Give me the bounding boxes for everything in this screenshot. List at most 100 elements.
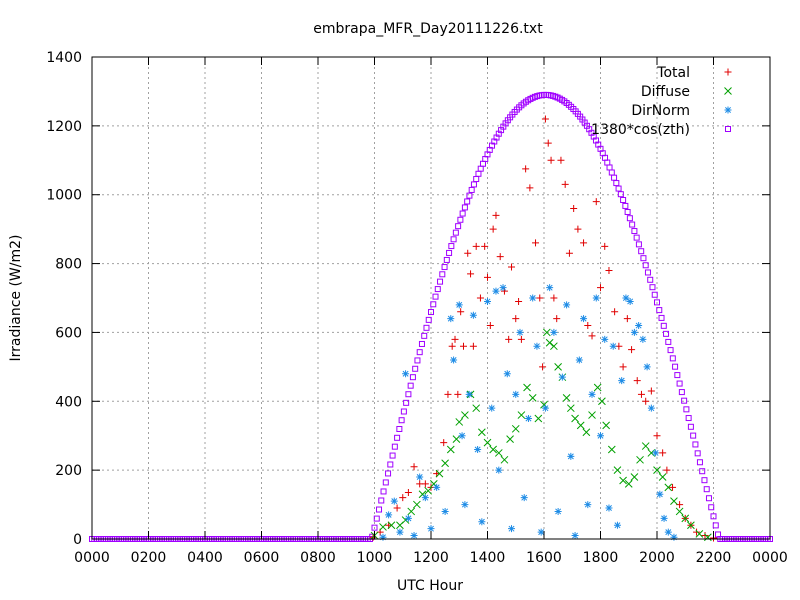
dirnorm-marker (597, 432, 604, 440)
diffuse-marker (582, 428, 591, 437)
legend-label: DirNorm (631, 103, 690, 119)
x-axis-label: UTC Hour (397, 578, 463, 594)
y-tick-label: 0 (73, 532, 82, 548)
total-marker (550, 294, 558, 302)
curve-marker (690, 432, 697, 439)
diffuse-marker (441, 459, 449, 468)
diffuse-marker (695, 529, 704, 538)
dirnorm-marker (520, 494, 528, 502)
x-tick-label: 1400 (470, 550, 506, 566)
curve-marker (620, 196, 627, 203)
curve-marker (611, 174, 618, 181)
total-marker (512, 315, 520, 323)
total-marker (472, 242, 480, 250)
dirnorm-marker (416, 473, 424, 481)
curve-marker (394, 434, 401, 441)
curve-marker (450, 236, 457, 243)
curve-marker (423, 324, 430, 331)
diffuse-marker (506, 435, 514, 444)
curve-marker (649, 284, 656, 291)
curve-marker (455, 223, 462, 230)
legend-swatch (724, 87, 732, 95)
curve-marker (683, 406, 690, 413)
dirnorm-marker (469, 311, 477, 319)
y-tick-label: 1400 (46, 50, 82, 66)
curve-marker (470, 181, 477, 188)
total-marker (421, 480, 429, 488)
dirnorm-marker (567, 452, 575, 460)
curve-marker (676, 380, 683, 387)
curve-marker (681, 397, 688, 404)
curve-marker (434, 286, 441, 293)
curve-marker (694, 450, 701, 457)
curve-marker (416, 349, 423, 356)
dirnorm-marker (529, 294, 537, 302)
dirnorm-marker (613, 521, 621, 529)
y-tick-label: 400 (55, 394, 82, 410)
total-marker (399, 494, 407, 502)
total-marker (588, 332, 596, 340)
x-tick-label: 0600 (244, 550, 280, 566)
x-tick-label: 0400 (187, 550, 223, 566)
diffuse-marker (681, 514, 690, 523)
curve-marker (452, 229, 459, 236)
dirnorm-marker (465, 390, 473, 398)
total-marker (486, 322, 494, 330)
total-marker (597, 284, 604, 292)
dirnorm-marker (410, 532, 418, 540)
curve-marker (437, 278, 444, 285)
curve-marker (414, 357, 421, 364)
total-marker (515, 297, 523, 305)
dirnorm-marker (396, 528, 404, 536)
curve-marker (669, 355, 676, 362)
curve-marker (638, 248, 645, 255)
total-marker (539, 363, 547, 371)
total-marker (659, 449, 667, 457)
dirnorm-marker (618, 377, 626, 385)
total-marker (611, 308, 619, 316)
curve-marker (446, 249, 453, 256)
x-tick-label: 0800 (300, 550, 336, 566)
curve-marker (626, 215, 633, 222)
total-marker (459, 342, 467, 350)
curve-marker (674, 372, 681, 379)
curve-marker (647, 276, 654, 283)
total-marker (547, 156, 555, 164)
total-marker (393, 504, 401, 512)
total-marker (476, 294, 484, 302)
dirnorm-marker (433, 483, 441, 491)
diffuse-marker (607, 445, 616, 454)
dirnorm-marker (458, 432, 466, 440)
curve-marker (387, 461, 394, 468)
total-marker (492, 211, 500, 219)
diffuse-marker (624, 480, 633, 488)
total-marker (619, 363, 627, 371)
legend: Total Diffuse DirNorm 1380*cos(zth) (591, 65, 732, 138)
dirnorm-marker (550, 328, 558, 336)
diffuse-marker (407, 507, 416, 516)
curve-marker (608, 169, 615, 176)
diffuse-marker (703, 533, 712, 542)
x-tick-label: 0200 (131, 550, 167, 566)
total-marker (526, 184, 534, 192)
curve-marker (644, 269, 651, 276)
dirnorm-marker (580, 315, 588, 323)
curve-marker (448, 243, 455, 250)
dirnorm-marker (488, 404, 496, 412)
dirnorm-marker (484, 297, 491, 305)
diffuse-marker (602, 421, 611, 430)
curve-marker (418, 340, 425, 347)
dirnorm-marker (495, 466, 503, 474)
curve-marker (457, 216, 464, 223)
diffuse-marker (452, 435, 461, 444)
dirnorm-marker (605, 504, 613, 512)
curve-marker (633, 234, 640, 241)
curve-marker (642, 262, 649, 269)
diffuse-marker (494, 449, 503, 457)
chart-title: embrapa_MFR_Day20111226.txt (313, 21, 543, 37)
x-tick-label: 1800 (583, 550, 619, 566)
diffuse-marker (500, 455, 509, 464)
curve-marker (398, 417, 405, 424)
dirnorm-marker (622, 294, 630, 302)
